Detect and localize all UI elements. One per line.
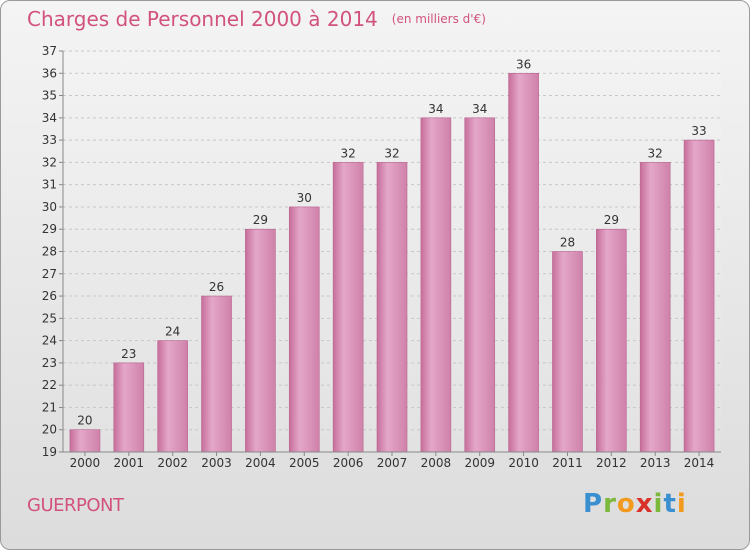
bar xyxy=(639,162,671,453)
bar-value-label: 36 xyxy=(516,57,531,71)
y-tick-label: 27 xyxy=(42,267,57,281)
y-tick-label: 21 xyxy=(42,400,57,414)
x-tick-label: 2011 xyxy=(552,456,583,470)
location-name: GUERPONT xyxy=(27,495,124,516)
bar xyxy=(552,251,583,453)
bar xyxy=(332,162,364,453)
bar-value-label: 20 xyxy=(77,414,92,428)
x-axis: 2000 2001 2002 2003 2004 2005 2006 2007 2008 2009… xyxy=(63,451,721,470)
bar xyxy=(245,228,276,453)
bar-value-label: 32 xyxy=(384,146,399,160)
bar-value-label: 28 xyxy=(560,236,575,250)
chart-subtitle: (en milliers d'€) xyxy=(391,12,486,26)
x-tick-label: 2006 xyxy=(333,456,364,470)
y-tick-label: 30 xyxy=(42,200,57,214)
y-axis: 19 20 21 22 23 24 25 26 27 28 29 30 31 32 33 34 35 36 37 xyxy=(42,44,64,459)
bar xyxy=(376,162,408,453)
title-text: Charges de Personnel 2000 à 2014 xyxy=(27,7,378,31)
y-tick-label: 36 xyxy=(42,66,57,80)
x-tick-label: 2012 xyxy=(596,456,627,470)
x-tick-label: 2002 xyxy=(157,456,188,470)
y-tick-label: 26 xyxy=(42,289,57,303)
data-labels: 20 23 24 26 29 30 32 32 34 34 36 28 29 32 33 xyxy=(77,57,706,427)
y-tick-label: 25 xyxy=(42,311,57,325)
bar-value-label: 34 xyxy=(428,102,443,116)
bar xyxy=(201,295,232,453)
bar-value-label: 23 xyxy=(121,347,136,361)
bar xyxy=(157,340,188,453)
y-tick-label: 31 xyxy=(42,178,57,192)
y-tick-label: 23 xyxy=(42,356,57,370)
bar xyxy=(508,72,539,453)
x-tick-label: 2013 xyxy=(640,456,671,470)
y-tick-label: 24 xyxy=(42,334,57,348)
x-tick-label: 2009 xyxy=(464,456,495,470)
y-tick-label: 34 xyxy=(42,111,57,125)
bar xyxy=(683,139,715,453)
bar-value-label: 29 xyxy=(253,213,268,227)
x-tick-label: 2014 xyxy=(684,456,715,470)
bars xyxy=(69,72,715,453)
x-tick-label: 2005 xyxy=(289,456,320,470)
x-tick-label: 2010 xyxy=(508,456,539,470)
proxiti-logo: Proxiti xyxy=(583,489,687,519)
x-tick-label: 2000 xyxy=(70,456,101,470)
y-tick-label: 20 xyxy=(42,423,57,437)
y-tick-label: 22 xyxy=(42,378,57,392)
y-tick-label: 35 xyxy=(42,89,57,103)
bar xyxy=(464,117,496,453)
y-tick-label: 28 xyxy=(42,245,57,259)
bar xyxy=(288,206,320,453)
chart-title: Charges de Personnel 2000 à 2014 (en mill… xyxy=(27,7,486,31)
bar-value-label: 32 xyxy=(340,146,355,160)
bar-value-label: 33 xyxy=(691,124,706,138)
x-tick-label: 2007 xyxy=(377,456,408,470)
bar-value-label: 24 xyxy=(165,325,180,339)
y-tick-label: 33 xyxy=(42,133,57,147)
bar xyxy=(596,228,627,453)
x-tick-label: 2008 xyxy=(421,456,452,470)
x-tick-label: 2001 xyxy=(114,456,145,470)
y-tick-label: 19 xyxy=(42,445,57,459)
bar-value-label: 26 xyxy=(209,280,224,294)
x-tick-label: 2004 xyxy=(245,456,276,470)
bar xyxy=(113,362,145,453)
y-tick-label: 37 xyxy=(42,44,57,58)
bar-value-label: 32 xyxy=(648,146,663,160)
bar xyxy=(420,117,452,453)
bar-value-label: 30 xyxy=(297,191,312,205)
y-tick-label: 29 xyxy=(42,222,57,236)
bar-value-label: 34 xyxy=(472,102,487,116)
x-tick-label: 2003 xyxy=(201,456,232,470)
bar-value-label: 29 xyxy=(604,213,619,227)
bar xyxy=(69,429,101,453)
y-tick-label: 32 xyxy=(42,155,57,169)
